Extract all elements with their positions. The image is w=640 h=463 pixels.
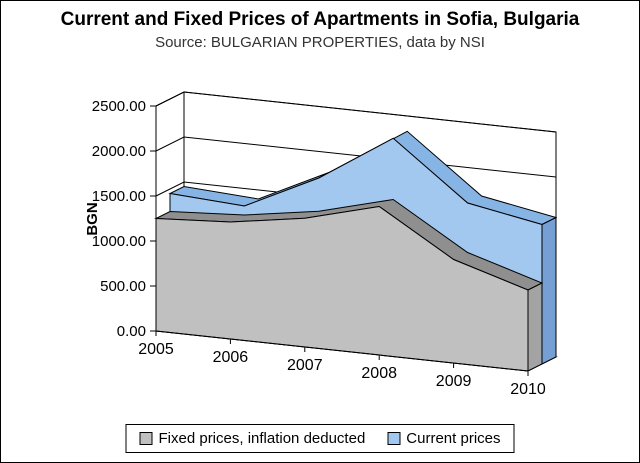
legend-label-fixed-prices: Fixed prices, inflation deducted: [158, 430, 366, 447]
x-category-label: 2005: [138, 341, 174, 358]
legend-item-fixed-prices: Fixed prices, inflation deducted: [139, 430, 366, 447]
y-tick-label: 0.00: [117, 323, 146, 340]
series-side-1: [541, 216, 557, 365]
x-category-label: 2006: [213, 349, 249, 366]
chart-title: Current and Fixed Prices of Apartments i…: [60, 9, 580, 30]
y-tick-label: 2500.00: [92, 98, 146, 115]
x-category-label: 2007: [287, 357, 323, 374]
y-tick-label: 2000.00: [92, 143, 146, 160]
x-axis-line: [155, 330, 529, 372]
chart-subtitle: Source: BULGARIAN PROPERTIES, data by NS…: [155, 34, 485, 51]
x-category-label: 2008: [361, 365, 397, 382]
legend-swatch-current-prices: [387, 432, 401, 445]
y-tick-label: 1000.00: [92, 233, 146, 250]
series-side-0: [527, 282, 543, 372]
y-tick-label: 1500.00: [92, 188, 146, 205]
gridline: [155, 91, 557, 133]
x-category-label: 2009: [436, 373, 472, 390]
x-category-label: 2010: [510, 381, 546, 398]
y-axis-title: BGN: [84, 202, 101, 235]
legend-label-current-prices: Current prices: [406, 430, 501, 447]
legend: Fixed prices, inflation deducted Current…: [125, 424, 515, 453]
y-tick-label: 500.00: [100, 278, 146, 295]
legend-item-current-prices: Current prices: [387, 430, 501, 447]
legend-swatch-fixed-prices: [139, 432, 153, 445]
